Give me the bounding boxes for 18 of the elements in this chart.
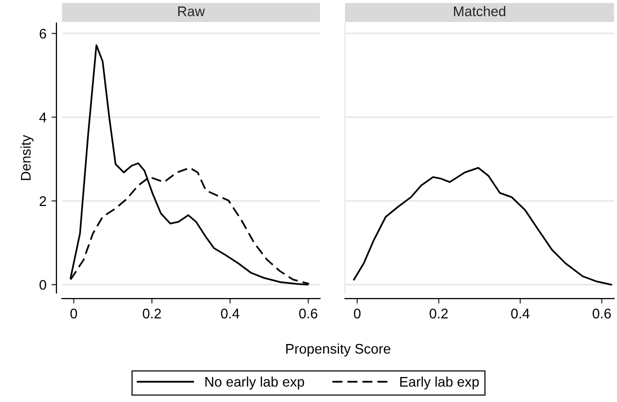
x-tick-label: 0.4 xyxy=(220,308,240,318)
x-axis-title: Propensity Score xyxy=(286,344,390,356)
legend-label: No early lab exp xyxy=(205,376,304,390)
y-tick-label: 2 xyxy=(40,196,46,206)
y-tick-label: 0 xyxy=(40,280,46,290)
x-tick-label: 0.6 xyxy=(592,308,611,318)
y-tick-label: 4 xyxy=(39,112,46,122)
x-tick-label: 0 xyxy=(70,308,78,318)
legend-label: Early lab exp xyxy=(400,376,479,390)
x-tick-label: 0.2 xyxy=(142,308,161,318)
y-axis-title: Density xyxy=(20,134,34,180)
x-tick-label: 0 xyxy=(354,308,361,318)
y-tick-label: 6 xyxy=(40,28,46,39)
chart-title: Matched xyxy=(454,6,506,16)
chart-title: Raw xyxy=(178,6,205,16)
x-tick-label: 0.6 xyxy=(299,308,318,318)
x-tick-label: 0.2 xyxy=(430,308,448,318)
x-tick-label: 0.4 xyxy=(511,308,530,318)
